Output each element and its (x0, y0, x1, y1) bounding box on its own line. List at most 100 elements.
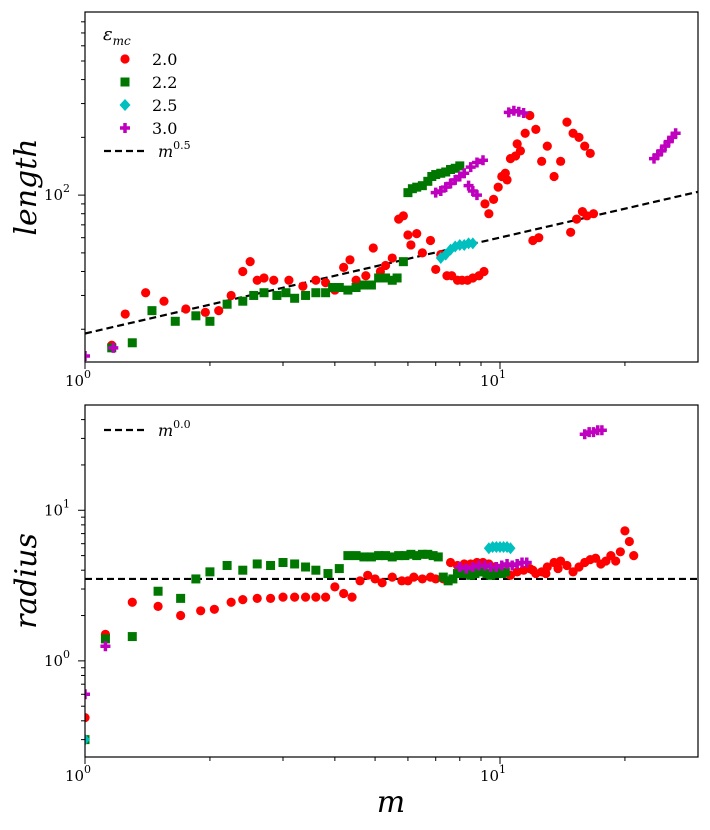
data-point (351, 275, 361, 285)
data-point (436, 168, 446, 178)
data-point (301, 562, 311, 572)
data-point (403, 230, 413, 240)
data-point (398, 257, 408, 267)
data-point (596, 425, 607, 436)
radius-panel: 100 101 100 101 radius m m0.0 (9, 404, 699, 820)
data-point (238, 266, 248, 277)
data-point (541, 568, 551, 579)
data-point (127, 338, 137, 348)
data-point (301, 290, 311, 300)
data-point (339, 588, 349, 599)
data-point (205, 567, 215, 577)
legend-length: εmc 2.0 2.2 2.5 3.0 m0.5 (103, 24, 191, 161)
data-point (311, 592, 321, 602)
data-point (366, 280, 376, 290)
data-point (446, 164, 456, 174)
data-point (127, 597, 137, 607)
data-point (463, 180, 474, 191)
data-point (521, 557, 532, 568)
data-point (387, 552, 397, 562)
data-point (359, 280, 369, 290)
reference-line-length (85, 190, 698, 335)
data-point (141, 288, 151, 298)
data-point (226, 597, 236, 607)
legend-label-2-2: 2.2 (152, 73, 177, 92)
ticks-radius: 100 101 100 101 (44, 419, 626, 785)
data-point (409, 572, 419, 582)
data-point (572, 214, 582, 224)
data-point (153, 601, 163, 611)
legend-label-3-0: 3.0 (152, 119, 177, 138)
data-point (361, 271, 371, 281)
data-point (108, 342, 119, 353)
data-point (438, 572, 448, 582)
data-point (417, 248, 427, 258)
y-axis-label-length: length (9, 138, 44, 235)
data-point (100, 634, 110, 644)
data-point (278, 592, 288, 602)
data-point (205, 316, 215, 326)
x-tick-label: 100 (65, 368, 91, 390)
x-tick-label: 101 (480, 763, 506, 785)
data-point (343, 285, 353, 295)
legend-entry-reference-length: m0.5 (104, 139, 191, 161)
series-3-0 (85, 425, 607, 700)
data-point (238, 565, 248, 575)
data-point (450, 163, 460, 173)
data-point (226, 290, 236, 301)
data-point (465, 162, 476, 173)
data-point (278, 557, 288, 567)
data-point (377, 578, 387, 588)
data-point (281, 288, 291, 298)
data-point (502, 175, 512, 185)
legend-marker-diamond (119, 99, 131, 111)
data-point (588, 209, 599, 219)
data-point (505, 542, 516, 555)
y-tick-label: 100 (44, 648, 70, 670)
data-point (512, 139, 522, 149)
series-2-5 (85, 541, 516, 746)
legend-marker-square (120, 77, 130, 87)
data-point (455, 161, 465, 171)
data-point (477, 155, 488, 166)
data-point (670, 128, 681, 139)
data-point (406, 549, 416, 559)
data-point (431, 170, 441, 180)
data-point (321, 288, 331, 298)
data-point (298, 281, 308, 291)
data-point (259, 288, 269, 298)
data-point (311, 288, 321, 298)
data-point (252, 593, 262, 603)
data-point (339, 262, 349, 273)
series-2-2 (107, 161, 465, 353)
series-3-0 (85, 105, 681, 362)
series-2-5 (435, 237, 478, 265)
data-point (445, 557, 456, 568)
data-point (249, 290, 259, 300)
legend-entry-2-2: 2.2 (120, 73, 177, 92)
data-point (423, 549, 433, 559)
data-point (170, 316, 180, 326)
data-point (176, 593, 186, 603)
data-point (330, 582, 340, 592)
data-point (448, 574, 458, 584)
data-point (479, 266, 489, 277)
data-point (398, 211, 408, 221)
legend-entry-3-0: 3.0 (120, 119, 177, 138)
data-point (537, 156, 547, 166)
data-point (566, 227, 576, 237)
data-point (431, 574, 441, 584)
data-point (611, 556, 621, 566)
legend-entry-2-5: 2.5 (119, 96, 177, 115)
x-axis-label: m (377, 785, 405, 820)
data-point (153, 586, 163, 596)
data-point (520, 128, 530, 138)
data-points-length (85, 105, 681, 362)
data-point (417, 574, 427, 584)
data-point (629, 551, 639, 561)
data-point (381, 273, 391, 283)
data-point (334, 564, 344, 574)
data-point (85, 351, 90, 362)
data-points-radius (85, 425, 639, 746)
